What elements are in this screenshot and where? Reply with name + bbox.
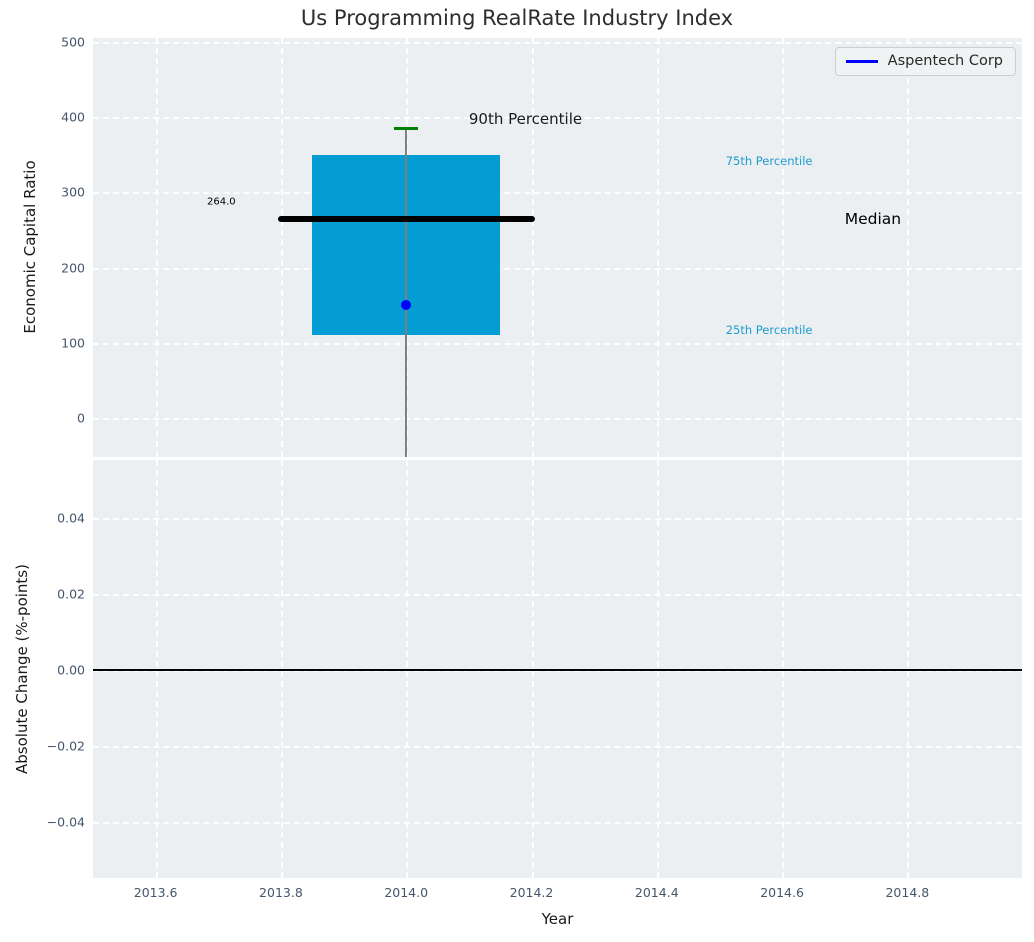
x-tick-label: 2013.6 (133, 885, 178, 900)
gridline-x (907, 38, 910, 457)
gridline-y (93, 594, 1022, 597)
gridline-x (656, 460, 659, 878)
x-tick-label: 2013.8 (259, 885, 303, 900)
gridline-y (93, 822, 1022, 825)
y-tick-label-bottom: 0.02 (57, 586, 85, 602)
y-tick-label-top: 400 (61, 109, 85, 125)
gridline-y (93, 41, 1022, 44)
y-tick-label-bottom: 0.00 (57, 662, 85, 678)
y-tick-label-top: 0 (77, 410, 85, 426)
legend: Aspentech Corp (834, 47, 1016, 76)
x-tick-label: 2014.2 (509, 885, 554, 900)
gridline-y (93, 267, 1022, 270)
y-tick-label-top: 500 (61, 34, 85, 50)
median-line (277, 216, 535, 223)
y-tick-label-bottom: −0.04 (46, 814, 85, 830)
gridline-x (155, 38, 158, 457)
gridline-y (93, 192, 1022, 195)
x-tick-label: 2014.6 (760, 885, 804, 900)
gridline-x (531, 460, 534, 878)
gridline-y (93, 117, 1022, 120)
annotation-90th-percentile: 90th Percentile (468, 110, 583, 129)
gridline-x (656, 38, 659, 457)
whisker-line (405, 128, 407, 457)
legend-line-icon (845, 59, 878, 63)
chart-title: Us Programming RealRate Industry Index (300, 6, 734, 30)
y-tick-label-bottom: 0.04 (57, 510, 85, 526)
y-tick-label-top: 300 (61, 184, 85, 200)
annotation-25th-percentile: 25th Percentile (725, 322, 813, 337)
axes-absolute-change (93, 460, 1022, 878)
zero-line (93, 669, 1022, 672)
y-tick-label-bottom: −0.02 (46, 738, 85, 754)
gridline-x (280, 460, 283, 878)
x-tick-label: 2014.0 (384, 885, 429, 900)
x-tick-label: 2014.4 (634, 885, 679, 900)
gridline-x (782, 38, 785, 457)
gridline-x (155, 460, 158, 878)
gridline-y (93, 670, 1022, 673)
gridline-x (280, 38, 283, 457)
gridline-x (907, 460, 910, 878)
gridline-x (782, 460, 785, 878)
gridline-x (531, 38, 534, 457)
whisker-cap-90th (394, 126, 419, 130)
gridline-x (406, 460, 409, 878)
x-axis-label: Year (541, 910, 574, 928)
gridline-y (93, 518, 1022, 521)
annotation-75th-percentile: 75th Percentile (725, 153, 813, 168)
annotation-264-0: 264.0 (207, 196, 236, 208)
y-tick-label-top: 200 (61, 260, 85, 276)
x-tick-label: 2014.8 (885, 885, 930, 900)
axes-economic-capital-ratio: 264.0 90th Percentile 75th Percentile Media… (93, 38, 1022, 457)
gridline-y (93, 342, 1022, 345)
gridline-y (93, 746, 1022, 749)
y-tick-label-top: 100 (61, 335, 85, 351)
gridline-y (93, 417, 1022, 420)
data-point-aspentech (401, 300, 412, 311)
legend-label: Aspentech Corp (887, 53, 1003, 69)
annotation-median: Median (844, 210, 902, 229)
